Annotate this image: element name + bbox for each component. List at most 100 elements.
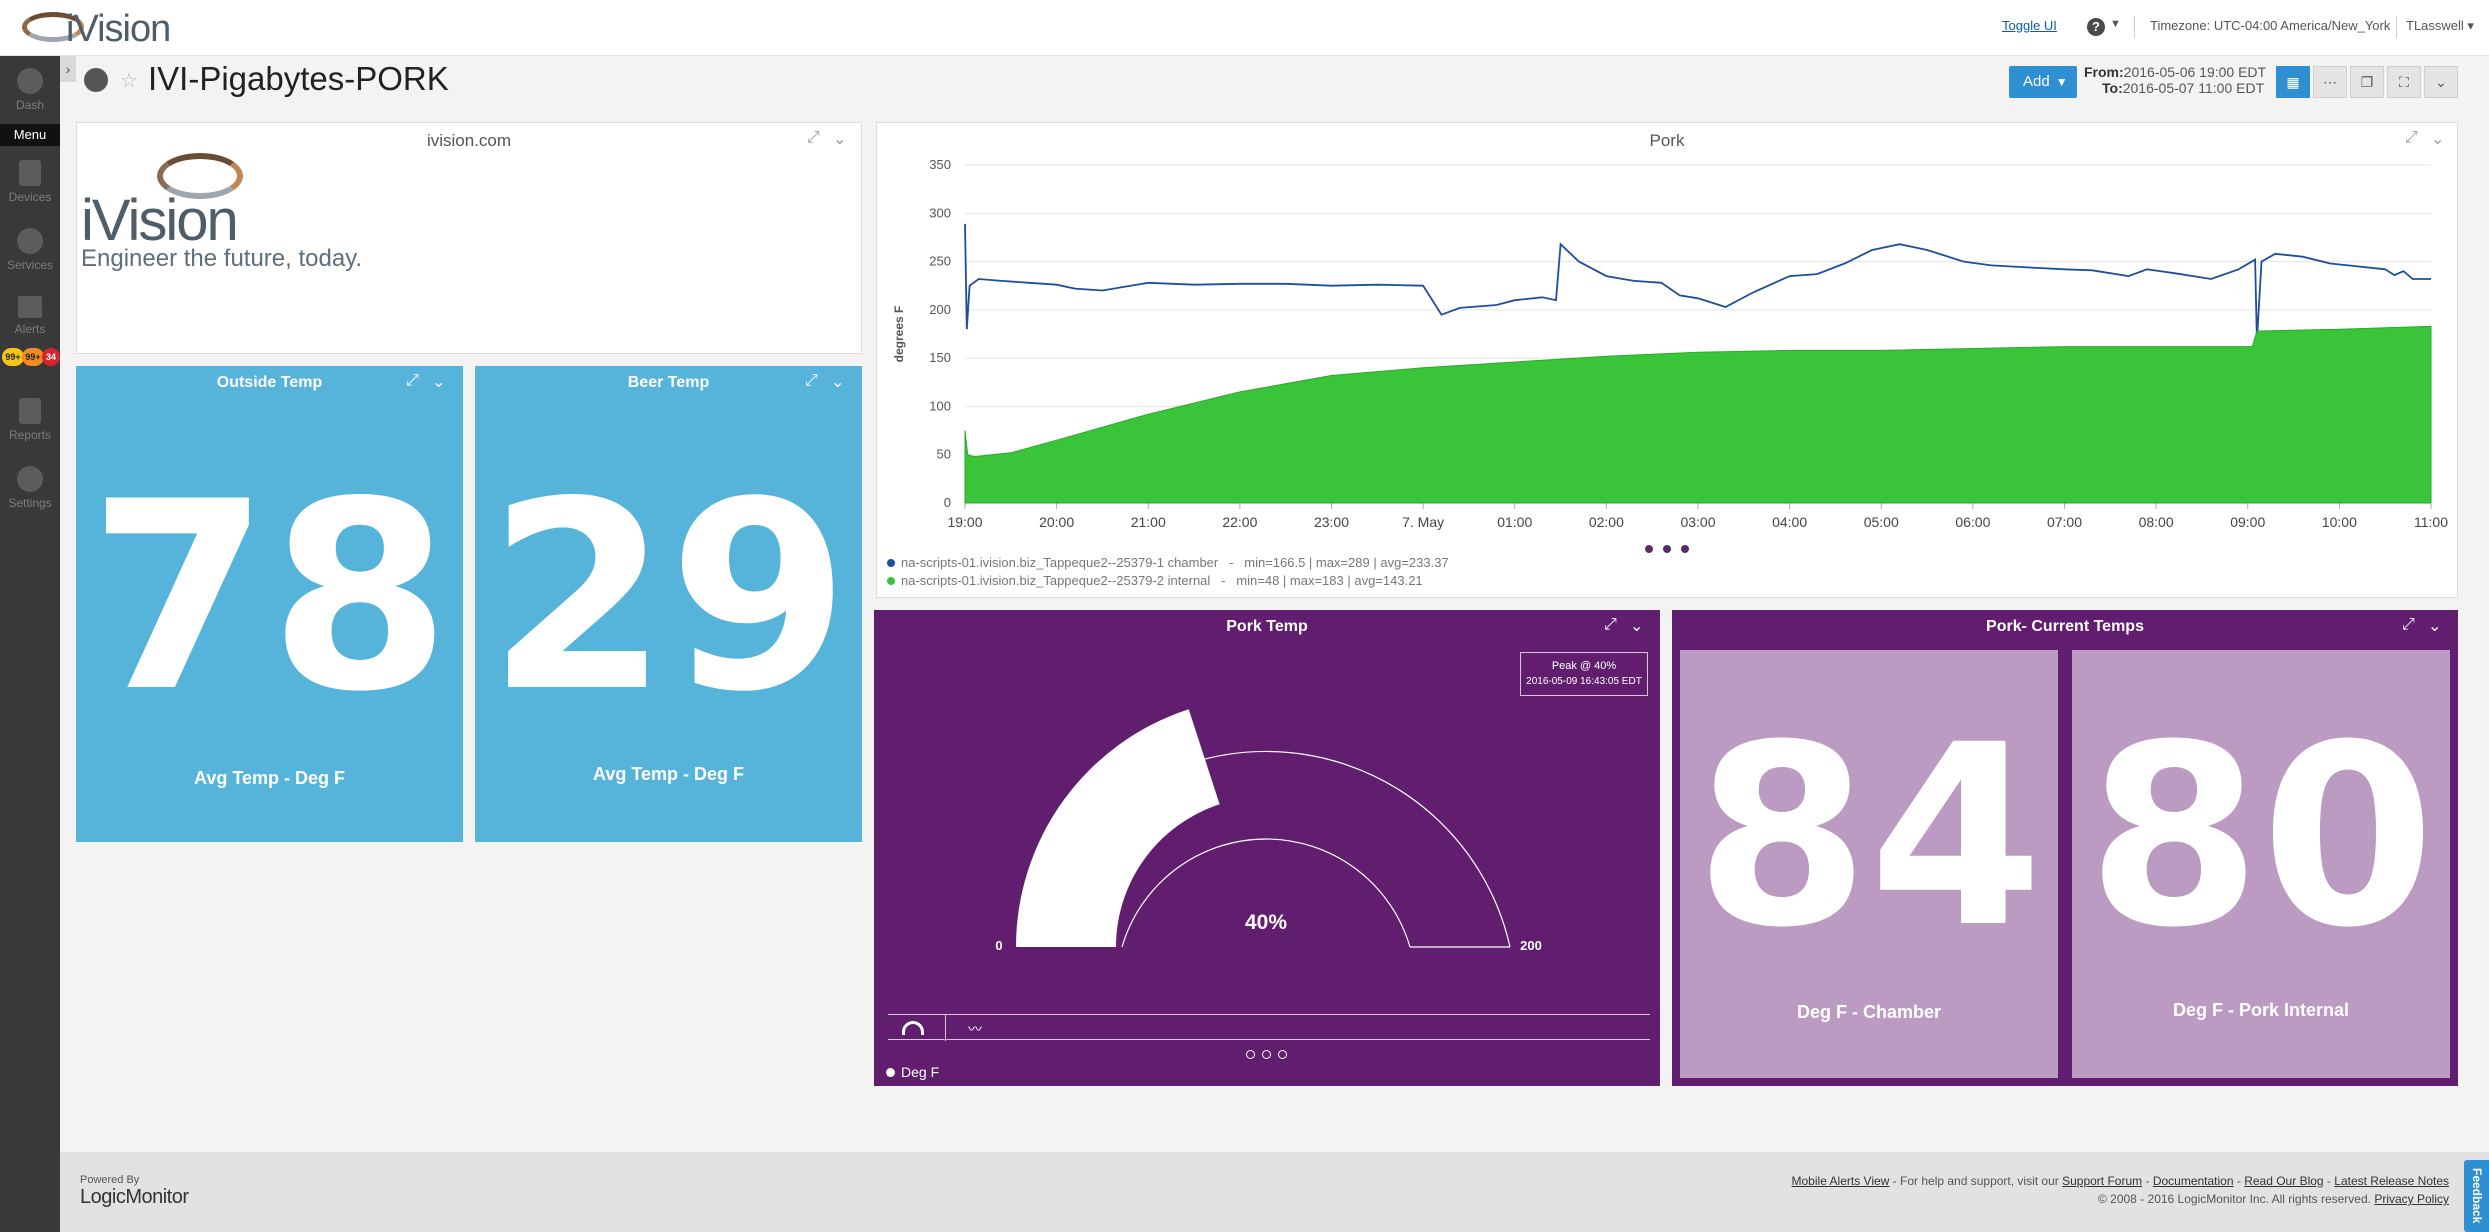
chevron-down-icon[interactable]: ⌄ bbox=[2428, 618, 2442, 635]
legend-item-internal[interactable]: na-scripts-01.ivision.biz_Tappeque2--253… bbox=[887, 573, 1423, 588]
time-range[interactable]: From:2016-05-06 19:00 EDT To:2016-05-07 … bbox=[2084, 64, 2266, 96]
pork-chart[interactable]: 0 50 100 150 200 250 300 350 19:00 20:00 21:00 22:0… bbox=[877, 123, 2459, 543]
gauge-value: 40% bbox=[1245, 911, 1287, 934]
nav-label: Settings bbox=[8, 496, 52, 510]
series-internal-area bbox=[964, 325, 2432, 504]
more-icon: ⋯ bbox=[2323, 74, 2337, 90]
peak-label: Peak @ 40% bbox=[1551, 660, 1617, 672]
from-label: From: bbox=[2084, 64, 2124, 80]
logo-text: iVision bbox=[66, 8, 171, 50]
powered-by-label: Powered By bbox=[80, 1174, 140, 1186]
add-button[interactable]: Add ▼ bbox=[2009, 66, 2077, 98]
x-tick-label: 06:00 bbox=[1955, 514, 1990, 530]
widget-title: ivision.com bbox=[426, 131, 512, 150]
support-forum-link[interactable]: Support Forum bbox=[2062, 1174, 2143, 1188]
critical-count-badge[interactable]: 34 bbox=[42, 348, 60, 366]
gauge-chart[interactable]: 0 200 40% bbox=[874, 610, 1660, 1010]
pager-dot[interactable] bbox=[1645, 545, 1653, 553]
x-tick-label: 05:00 bbox=[1864, 514, 1899, 530]
beer-temp-label: Avg Temp - Deg F bbox=[592, 764, 744, 784]
expand-icon[interactable]: ⤢ bbox=[805, 372, 818, 389]
y-axis-label: degrees F bbox=[892, 306, 906, 363]
outside-temp-value: 78 bbox=[88, 447, 451, 749]
series-chamber-line bbox=[964, 223, 2431, 341]
current-temps-widget: Pork- Current Temps ⤢ ⌄ 84 Deg F - Chamb… bbox=[1672, 610, 2458, 1086]
calendar-button[interactable]: ▦ bbox=[2276, 66, 2310, 98]
gauge-max-label: 200 bbox=[1520, 938, 1542, 953]
gauge-icon[interactable] bbox=[902, 1021, 924, 1035]
dashboard-icon bbox=[84, 68, 108, 92]
expand-icon[interactable]: ⤢ bbox=[1604, 616, 1617, 633]
divider bbox=[945, 1015, 946, 1041]
chevron-down-icon[interactable]: ▼ bbox=[2110, 18, 2121, 30]
pager-dot[interactable] bbox=[1262, 1050, 1271, 1059]
nav-label: Dash bbox=[15, 98, 44, 112]
expand-icon[interactable]: ⤢ bbox=[2402, 616, 2415, 633]
legend-swatch bbox=[887, 559, 895, 567]
privacy-policy-link[interactable]: Privacy Policy bbox=[2374, 1192, 2449, 1206]
nav-label: Reports bbox=[8, 428, 52, 442]
nav-label: Services bbox=[6, 258, 53, 272]
copyright: © 2008 - 2016 LogicMonitor Inc. All righ… bbox=[2097, 1192, 2371, 1206]
nav-item-dash[interactable]: Dash bbox=[0, 68, 60, 112]
expand-icon[interactable]: ⤢ bbox=[807, 129, 820, 146]
pager-dot[interactable] bbox=[1246, 1050, 1255, 1059]
nav-collapse-button[interactable]: › bbox=[60, 56, 76, 82]
expand-icon[interactable]: ⤢ bbox=[2405, 129, 2418, 146]
alert-icon bbox=[18, 296, 42, 318]
feedback-tab[interactable]: Feedback bbox=[2464, 1160, 2489, 1232]
pager-dot[interactable] bbox=[1278, 1050, 1287, 1059]
documentation-link[interactable]: Documentation bbox=[2152, 1174, 2234, 1188]
fullscreen-button[interactable]: ⛶ bbox=[2387, 66, 2421, 98]
menu-label[interactable]: Menu bbox=[0, 124, 60, 146]
nav-item-services[interactable]: Services bbox=[0, 228, 60, 272]
x-tick-label: 20:00 bbox=[1039, 514, 1074, 530]
toggle-ui-link[interactable]: Toggle UI bbox=[2002, 18, 2057, 33]
widget-title: Pork Temp bbox=[1226, 618, 1308, 635]
pager-dot[interactable] bbox=[1663, 545, 1671, 553]
chevron-down-icon[interactable]: ⌄ bbox=[432, 374, 446, 391]
nav-item-reports[interactable]: Reports bbox=[0, 398, 60, 442]
x-tick-label: 01:00 bbox=[1497, 514, 1532, 530]
chevron-down-icon[interactable]: ⌄ bbox=[831, 374, 845, 391]
release-notes-link[interactable]: Latest Release Notes bbox=[2334, 1174, 2449, 1188]
nav-item-devices[interactable]: Devices bbox=[0, 160, 60, 204]
internal-temp-label: Deg F - Pork Internal bbox=[2172, 1000, 2350, 1020]
chevron-down-icon: ▾ bbox=[2467, 18, 2474, 33]
nav-item-settings[interactable]: Settings bbox=[0, 466, 60, 510]
chamber-temp-tile: 84 Deg F - Chamber bbox=[1680, 650, 2058, 1078]
internal-temp-tile: 80 Deg F - Pork Internal bbox=[2072, 650, 2450, 1078]
y-tick-label: 200 bbox=[929, 302, 951, 317]
star-icon[interactable]: ☆ bbox=[120, 70, 138, 92]
sparkline-icon[interactable]: 〰 bbox=[968, 1021, 982, 1037]
help-icon[interactable]: ? bbox=[2087, 18, 2105, 36]
chevron-down-icon[interactable]: ⌄ bbox=[2431, 131, 2445, 148]
widget-title: Pork- Current Temps bbox=[1986, 618, 2144, 635]
x-tick-label: 7. May bbox=[1402, 514, 1444, 530]
blog-link[interactable]: Read Our Blog bbox=[2244, 1174, 2324, 1188]
x-tick-label: 23:00 bbox=[1314, 514, 1349, 530]
widget-title: Outside Temp bbox=[216, 374, 323, 391]
clone-button[interactable]: ❐ bbox=[2350, 66, 2384, 98]
alert-badges[interactable]: 99+ 99+ 34 bbox=[2, 348, 60, 366]
gauge-legend[interactable]: Deg F bbox=[886, 1064, 939, 1080]
chevron-down-icon[interactable]: ⌄ bbox=[833, 131, 847, 148]
warning-count-badge[interactable]: 99+ bbox=[2, 348, 24, 366]
more-menu-button[interactable]: ⌄ bbox=[2424, 66, 2458, 98]
nav-item-alerts[interactable]: Alerts bbox=[0, 296, 60, 336]
mobile-alerts-link[interactable]: Mobile Alerts View bbox=[1791, 1174, 1890, 1188]
chevron-down-icon[interactable]: ⌄ bbox=[1630, 618, 1644, 635]
expand-icon[interactable]: ⤢ bbox=[406, 372, 419, 389]
x-tick-label: 22:00 bbox=[1222, 514, 1257, 530]
ivision-logo[interactable]: iVision bbox=[22, 8, 202, 50]
user-name: TLasswell bbox=[2406, 18, 2464, 33]
legend-stats: min=166.5 | max=289 | avg=233.37 bbox=[1244, 555, 1449, 570]
pager-dot[interactable] bbox=[1681, 545, 1689, 553]
logicmonitor-logo[interactable]: LogicMonitor bbox=[80, 1186, 189, 1208]
user-menu[interactable]: TLasswell ▾ bbox=[2406, 18, 2474, 34]
legend-item-chamber[interactable]: na-scripts-01.ivision.biz_Tappeque2--253… bbox=[887, 555, 1449, 570]
gauge-inner-arc bbox=[1121, 838, 1411, 948]
options-button[interactable]: ⋯ bbox=[2313, 66, 2347, 98]
y-tick-label: 0 bbox=[944, 495, 951, 510]
error-count-badge[interactable]: 99+ bbox=[22, 348, 44, 366]
